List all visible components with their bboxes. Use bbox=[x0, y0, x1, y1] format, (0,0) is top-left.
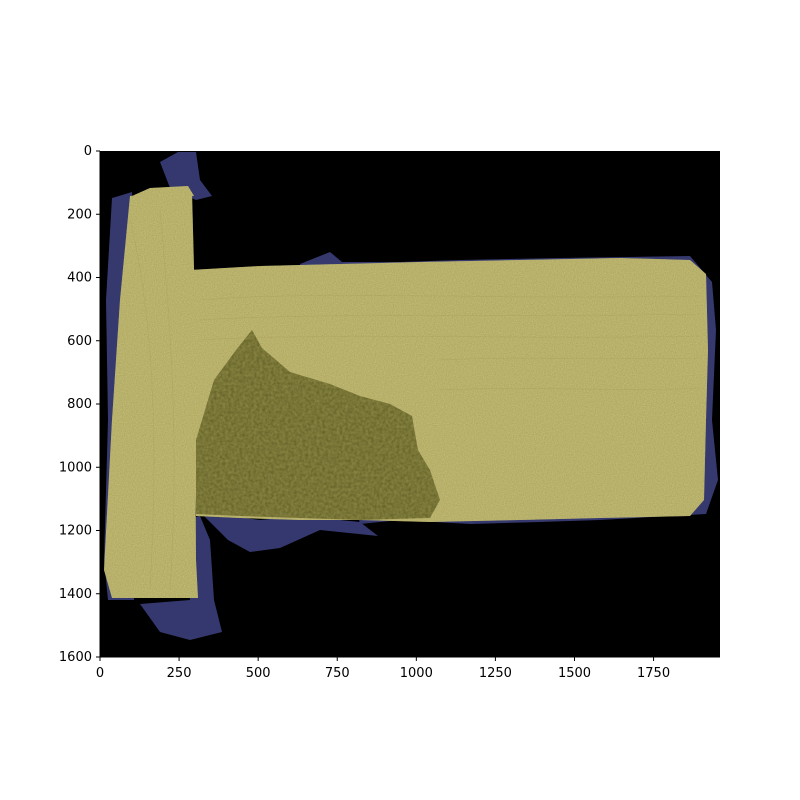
flow-lines bbox=[129, 209, 701, 591]
dark-zone bbox=[196, 330, 440, 520]
y-axis: 0 200 400 600 800 1000 1200 1400 1600 bbox=[59, 144, 100, 665]
x-tick-label: 1500 bbox=[558, 666, 591, 681]
y-tick-label: 0 bbox=[84, 144, 92, 159]
specimen-image bbox=[104, 152, 718, 640]
y-tick-label: 400 bbox=[67, 271, 92, 286]
y-tick-label: 200 bbox=[67, 207, 92, 222]
y-tick-label: 1600 bbox=[59, 650, 92, 665]
x-axis: 0 250 500 750 1000 1250 1500 1750 bbox=[96, 657, 670, 681]
x-tick-label: 0 bbox=[96, 666, 104, 681]
x-tick-label: 500 bbox=[246, 666, 271, 681]
y-tick-label: 800 bbox=[67, 397, 92, 412]
x-tick-label: 1250 bbox=[479, 666, 512, 681]
x-tick-label: 250 bbox=[167, 666, 192, 681]
y-tick-label: 1200 bbox=[59, 524, 92, 539]
x-tick-label: 1000 bbox=[400, 666, 433, 681]
y-tick-label: 1400 bbox=[59, 587, 92, 602]
x-tick-label: 1750 bbox=[637, 666, 670, 681]
y-tick-label: 1000 bbox=[59, 460, 92, 475]
y-tick-label: 600 bbox=[67, 334, 92, 349]
x-tick-label: 750 bbox=[325, 666, 350, 681]
